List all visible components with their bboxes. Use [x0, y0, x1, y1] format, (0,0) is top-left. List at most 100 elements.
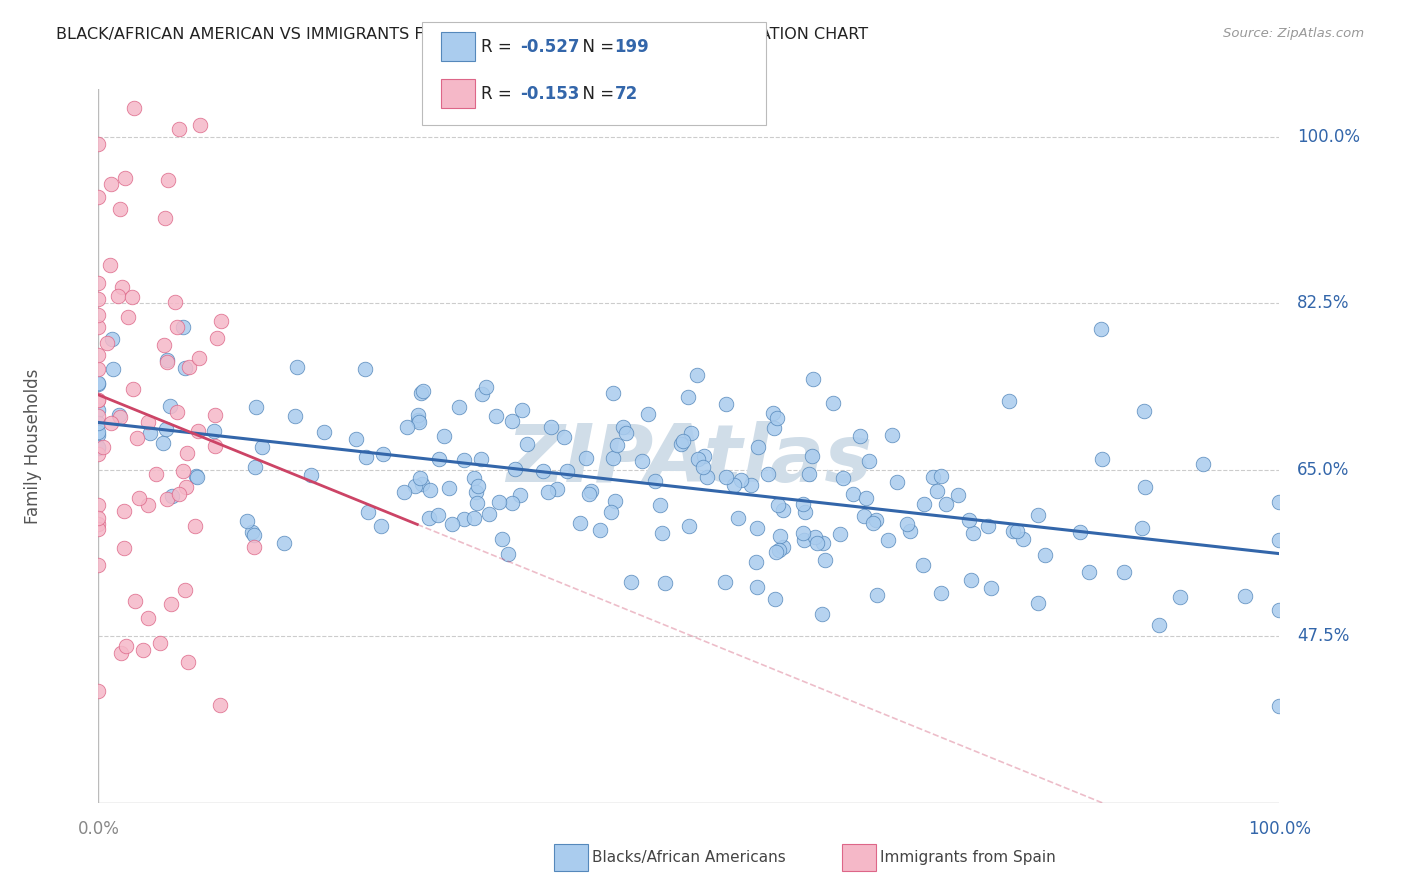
Point — [931, 586, 953, 600]
Point — [471, 387, 494, 401]
Point — [794, 505, 817, 519]
Point — [419, 483, 441, 497]
Point — [793, 533, 815, 547]
Point — [877, 533, 900, 547]
Point — [110, 647, 132, 661]
Point — [727, 511, 749, 525]
Point — [957, 513, 980, 527]
Point — [935, 497, 957, 511]
Point — [243, 460, 266, 475]
Point — [409, 386, 432, 401]
Point — [115, 639, 138, 653]
Point — [620, 575, 643, 590]
Point — [124, 594, 146, 608]
Point — [160, 597, 183, 611]
Point — [612, 419, 634, 434]
Point — [87, 308, 110, 322]
Point — [801, 449, 824, 463]
Point — [772, 502, 794, 516]
Point — [644, 475, 666, 489]
Point — [997, 393, 1019, 408]
Point — [630, 454, 652, 468]
Point — [240, 524, 263, 539]
Text: 199: 199 — [614, 37, 650, 55]
Text: -0.153: -0.153 — [520, 85, 579, 103]
Point — [128, 491, 150, 505]
Point — [485, 409, 508, 424]
Point — [114, 171, 136, 186]
Point — [463, 510, 485, 524]
Text: 65.0%: 65.0% — [1298, 461, 1350, 479]
Point — [896, 516, 918, 531]
Point — [925, 483, 948, 498]
Point — [855, 491, 877, 506]
Point — [540, 420, 562, 434]
Point — [651, 525, 673, 540]
Point — [87, 441, 110, 455]
Point — [176, 446, 198, 460]
Point — [174, 479, 197, 493]
Point — [811, 536, 834, 550]
Point — [87, 522, 110, 536]
Point — [208, 698, 231, 712]
Point — [188, 118, 211, 132]
Point — [236, 514, 259, 528]
Point — [842, 487, 865, 501]
Point — [763, 421, 786, 435]
Point — [117, 310, 139, 325]
Point — [159, 399, 181, 413]
Point — [669, 436, 692, 450]
Point — [184, 468, 207, 483]
Point — [173, 582, 195, 597]
Point — [931, 469, 953, 483]
Point — [242, 540, 264, 554]
Point — [172, 320, 194, 334]
Point — [166, 405, 188, 419]
Point — [1091, 452, 1114, 467]
Point — [865, 512, 887, 526]
Point — [188, 351, 211, 365]
Point — [672, 434, 695, 449]
Point — [110, 409, 132, 424]
Point — [801, 372, 824, 386]
Point — [87, 137, 110, 152]
Point — [173, 361, 195, 376]
Point — [156, 353, 179, 368]
Point — [87, 276, 110, 290]
Point — [510, 402, 533, 417]
Point — [101, 332, 124, 346]
Point — [344, 433, 367, 447]
Point — [1147, 617, 1170, 632]
Point — [792, 525, 814, 540]
Point — [912, 497, 935, 511]
Text: BLACK/AFRICAN AMERICAN VS IMMIGRANTS FROM SPAIN FAMILY HOUSEHOLDS CORRELATION CH: BLACK/AFRICAN AMERICAN VS IMMIGRANTS FRO… — [56, 27, 869, 42]
Point — [153, 211, 176, 226]
Point — [745, 521, 768, 535]
Point — [599, 505, 621, 519]
Point — [87, 425, 110, 439]
Point — [568, 516, 591, 530]
Point — [418, 510, 440, 524]
Point — [87, 499, 110, 513]
Point — [169, 122, 191, 136]
Point — [496, 547, 519, 561]
Text: -0.527: -0.527 — [520, 37, 579, 55]
Point — [911, 558, 934, 572]
Point — [1005, 524, 1028, 538]
Point — [87, 319, 110, 334]
Point — [491, 532, 513, 546]
Point — [136, 498, 159, 512]
Point — [516, 437, 538, 451]
Point — [553, 430, 575, 444]
Point — [898, 524, 921, 538]
Point — [756, 467, 779, 481]
Point — [87, 376, 110, 391]
Point — [299, 468, 322, 483]
Point — [692, 449, 714, 463]
Point — [1191, 457, 1213, 471]
Point — [122, 382, 145, 396]
Point — [370, 519, 392, 533]
Point — [371, 447, 394, 461]
Point — [100, 178, 122, 192]
Point — [87, 511, 110, 525]
